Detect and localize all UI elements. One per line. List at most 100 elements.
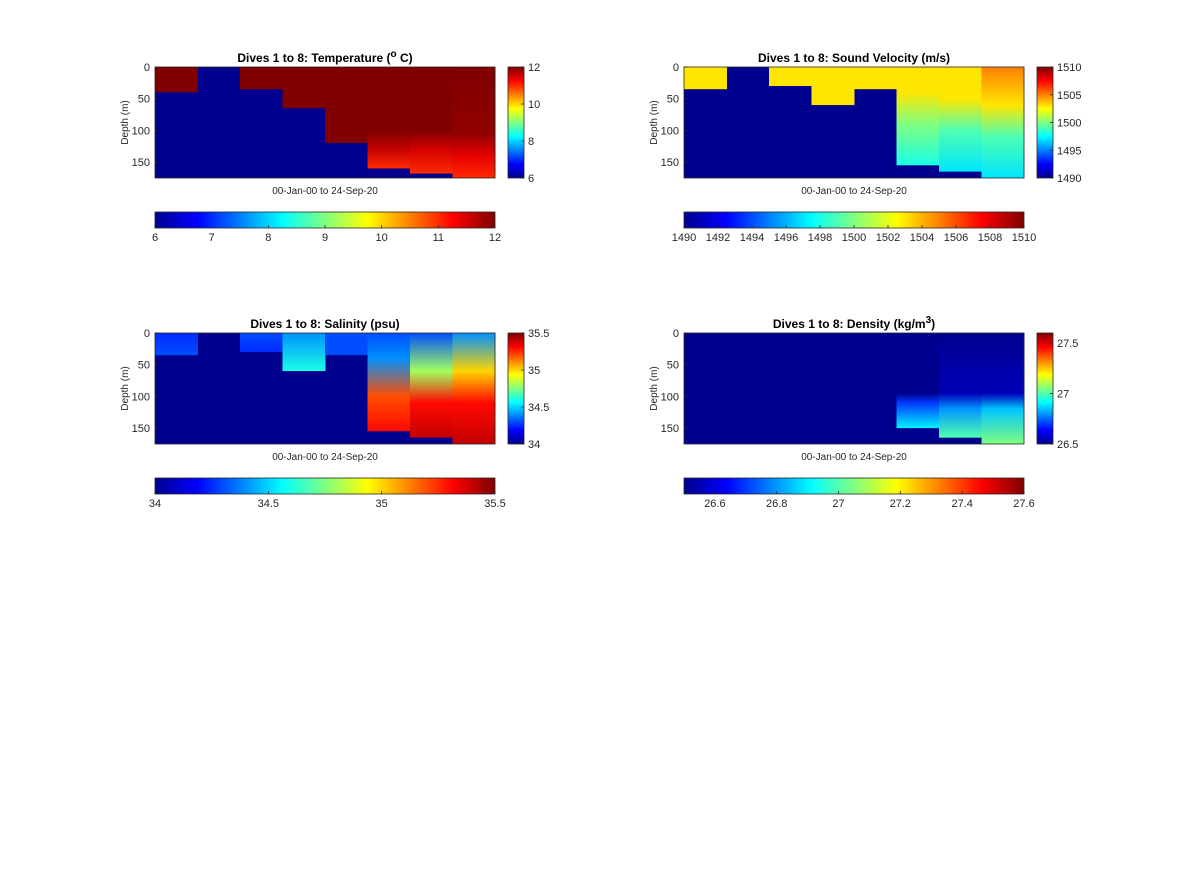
y-axis-label: Depth (m): [120, 100, 131, 144]
data-column-7: [410, 333, 453, 438]
subplot-2: 0 50 100 150 Depth (m) 00-Jan-00 to 24-Sep-20…: [649, 51, 1081, 244]
side-colorbar-label: 35.5: [528, 328, 549, 340]
y-tick-label: 0: [673, 328, 679, 340]
data-column-8: [981, 333, 1025, 444]
data-column-4: [811, 67, 855, 106]
bottom-colorbar: [683, 477, 1025, 495]
bottom-colorbar-label: 1510: [1012, 232, 1036, 244]
data-column-8: [981, 67, 1025, 178]
bottom-colorbar-label: 7: [209, 232, 215, 244]
y-tick-label: 100: [132, 125, 150, 137]
side-colorbar-label: 27: [1057, 389, 1069, 401]
x-axis-label: 00-Jan-00 to 24-Sep-20: [801, 452, 907, 463]
title-main: Dives 1 to 8: Sound Velocity (m/s): [758, 51, 950, 65]
data-column-1: [155, 333, 198, 356]
bottom-colorbar-label: 27: [832, 498, 844, 510]
side-colorbar-label: 34.5: [528, 402, 549, 414]
x-axis-label: 00-Jan-00 to 24-Sep-20: [801, 186, 907, 197]
data-column-7: [939, 67, 982, 172]
y-tick-label: 50: [667, 360, 679, 372]
data-column-5: [325, 67, 368, 144]
y-tick-label: 50: [138, 94, 150, 106]
data-column-4: [282, 333, 326, 372]
side-colorbar-label: 1490: [1057, 173, 1081, 185]
bottom-colorbar-label: 8: [265, 232, 271, 244]
title-main: Dives 1 to 8: Temperature (: [237, 51, 390, 65]
side-colorbar: [507, 66, 525, 179]
title-main: Dives 1 to 8: Density (kg/m: [773, 317, 926, 331]
data-column-6: [367, 333, 411, 432]
data-column-4: [282, 67, 326, 109]
x-axis-label: 00-Jan-00 to 24-Sep-20: [272, 186, 378, 197]
side-colorbar-label: 1510: [1057, 62, 1081, 74]
y-axis-label: Depth (m): [649, 366, 660, 410]
subplot-4: 0 50 100 150 Depth (m) 00-Jan-00 to 24-Sep-20…: [649, 315, 1078, 510]
bottom-colorbar-label: 12: [489, 232, 501, 244]
y-tick-label: 0: [144, 62, 150, 74]
subplot-3: 0 50 100 150 Depth (m) 00-Jan-00 to 24-Sep-20…: [120, 317, 549, 510]
y-tick-label: 100: [661, 125, 679, 137]
title-tail: C): [397, 51, 413, 65]
side-colorbar: [1036, 332, 1054, 445]
y-tick-label: 150: [132, 423, 150, 435]
title-tail: ): [931, 317, 935, 331]
bottom-colorbar-label: 27.4: [951, 498, 972, 510]
data-column-5: [325, 333, 368, 356]
data-column-8: [452, 333, 496, 444]
y-tick-label: 0: [144, 328, 150, 340]
y-tick-label: 50: [667, 94, 679, 106]
side-colorbar-label: 34: [528, 439, 540, 451]
x-axis-label: 00-Jan-00 to 24-Sep-20: [272, 452, 378, 463]
bottom-colorbar-label: 1500: [842, 232, 866, 244]
bottom-colorbar-label: 1504: [910, 232, 934, 244]
bottom-colorbar-label: 10: [376, 232, 388, 244]
data-column-8: [452, 67, 496, 178]
bottom-colorbar-label: 26.6: [704, 498, 725, 510]
bottom-colorbar-label: 6: [152, 232, 158, 244]
axes-frame: [683, 332, 1025, 445]
side-colorbar-label: 12: [528, 62, 540, 74]
data-column-3: [240, 333, 283, 353]
bottom-colorbar-label: 26.8: [766, 498, 787, 510]
chart-title: Dives 1 to 8: Temperature (o C): [237, 49, 412, 65]
chart-title: Dives 1 to 8: Sound Velocity (m/s): [758, 51, 950, 65]
y-tick-label: 100: [661, 391, 679, 403]
y-tick-label: 50: [138, 360, 150, 372]
axes-frame: [154, 66, 496, 179]
side-colorbar-label: 26.5: [1057, 439, 1078, 451]
bottom-colorbar-label: 34: [149, 498, 161, 510]
bottom-colorbar-label: 1508: [978, 232, 1002, 244]
bottom-colorbar-label: 1496: [774, 232, 798, 244]
bottom-colorbar-label: 27.6: [1013, 498, 1034, 510]
y-axis-label: Depth (m): [649, 100, 660, 144]
y-axis-label: Depth (m): [120, 366, 131, 410]
bottom-colorbar-label: 1494: [740, 232, 764, 244]
data-column-7: [410, 67, 453, 174]
data-column-7: [939, 333, 982, 438]
title-superscript: 3: [926, 315, 932, 326]
axes-frame: [683, 66, 1025, 179]
side-colorbar-label: 35: [528, 365, 540, 377]
bottom-colorbar-label: 11: [433, 232, 444, 244]
chart-title: Dives 1 to 8: Salinity (psu): [250, 317, 399, 331]
side-colorbar-label: 8: [528, 136, 534, 148]
data-column-6: [896, 67, 940, 166]
bottom-colorbar-label: 1490: [672, 232, 696, 244]
axes-frame: [154, 332, 496, 445]
y-tick-label: 100: [132, 391, 150, 403]
bottom-colorbar: [154, 477, 496, 495]
bottom-colorbar-label: 9: [322, 232, 328, 244]
bottom-colorbar-label: 34.5: [258, 498, 279, 510]
data-column-1: [155, 67, 198, 93]
data-column-1: [684, 67, 727, 90]
bottom-colorbar-label: 1492: [706, 232, 730, 244]
side-colorbar-label: 6: [528, 173, 534, 185]
bottom-colorbar-label: 1502: [876, 232, 900, 244]
y-tick-label: 150: [661, 157, 679, 169]
title-superscript: o: [391, 49, 397, 60]
bottom-colorbar-label: 1506: [944, 232, 968, 244]
side-colorbar-label: 10: [528, 99, 540, 111]
data-column-6: [896, 333, 940, 429]
data-column-3: [769, 67, 812, 87]
bottom-colorbar-label: 35: [376, 498, 388, 510]
